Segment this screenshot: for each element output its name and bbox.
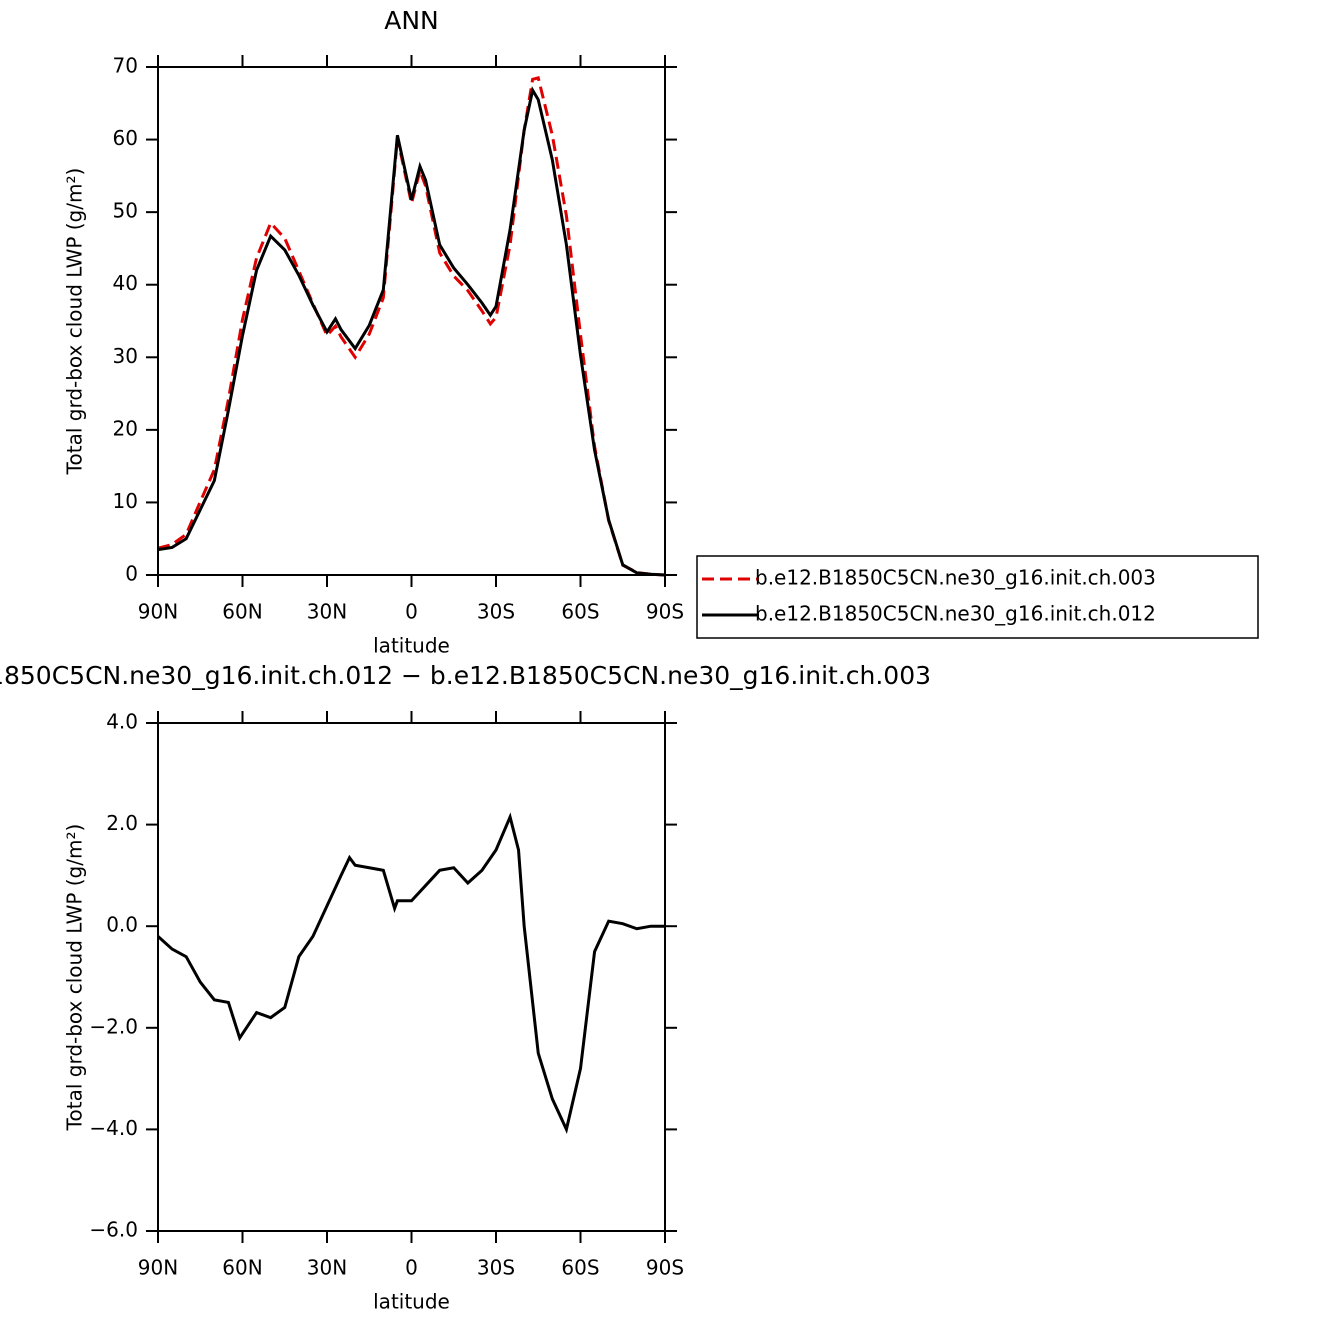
data-line: [157, 76, 666, 577]
x-tick-label: 90N: [138, 600, 178, 624]
y-tick-label: 0: [125, 562, 138, 586]
y-tick-label: 50: [113, 199, 138, 223]
y-tick-label: 20: [113, 416, 138, 440]
x-tick-label: 90S: [646, 600, 684, 624]
x-axis-label: latitude: [373, 1290, 450, 1314]
x-tick-label: 60S: [561, 1256, 599, 1280]
x-tick-label: 0: [405, 600, 418, 624]
x-axis-label: latitude: [373, 634, 450, 658]
y-tick-label: 30: [113, 344, 138, 368]
chart-title: ANN: [384, 6, 439, 35]
legend-box: [696, 555, 1259, 639]
x-tick-label: 30S: [477, 1256, 515, 1280]
data-line: [157, 86, 666, 577]
data-line: [156, 812, 665, 1135]
x-tick-label: 0: [405, 1256, 418, 1280]
y-axis-label: Total grd-box cloud LWP (g/m²): [63, 168, 87, 476]
plot-frame: [157, 722, 666, 1232]
x-tick-label: 90N: [138, 1256, 178, 1280]
y-tick-label: 60: [113, 126, 138, 150]
x-tick-label: 30S: [477, 600, 515, 624]
legend-label: b.e12.B1850C5CN.ne30_g16.init.ch.003: [755, 566, 1156, 590]
y-tick-label: 2.0: [106, 811, 138, 835]
y-tick-label: 40: [113, 271, 138, 295]
legend-label: b.e12.B1850C5CN.ne30_g16.init.ch.012: [755, 602, 1156, 626]
x-tick-label: 60N: [222, 600, 262, 624]
x-tick-label: 90S: [646, 1256, 684, 1280]
y-tick-label: −4.0: [89, 1116, 138, 1140]
y-tick-label: 4.0: [106, 710, 138, 734]
chart-title: b.e12.B1850C5CN.ne30_g16.init.ch.012 − b…: [0, 661, 931, 690]
y-tick-label: 70: [113, 54, 138, 78]
y-tick-label: −2.0: [89, 1014, 138, 1038]
y-tick-label: −6.0: [89, 1218, 138, 1242]
x-tick-label: 60N: [222, 1256, 262, 1280]
x-tick-label: 30N: [307, 600, 347, 624]
x-tick-label: 30N: [307, 1256, 347, 1280]
y-tick-label: 10: [113, 489, 138, 513]
x-tick-label: 60S: [561, 600, 599, 624]
y-axis-label: Total grd-box cloud LWP (g/m²): [63, 824, 87, 1132]
y-tick-label: 0.0: [106, 913, 138, 937]
plot-frame: [157, 66, 666, 576]
